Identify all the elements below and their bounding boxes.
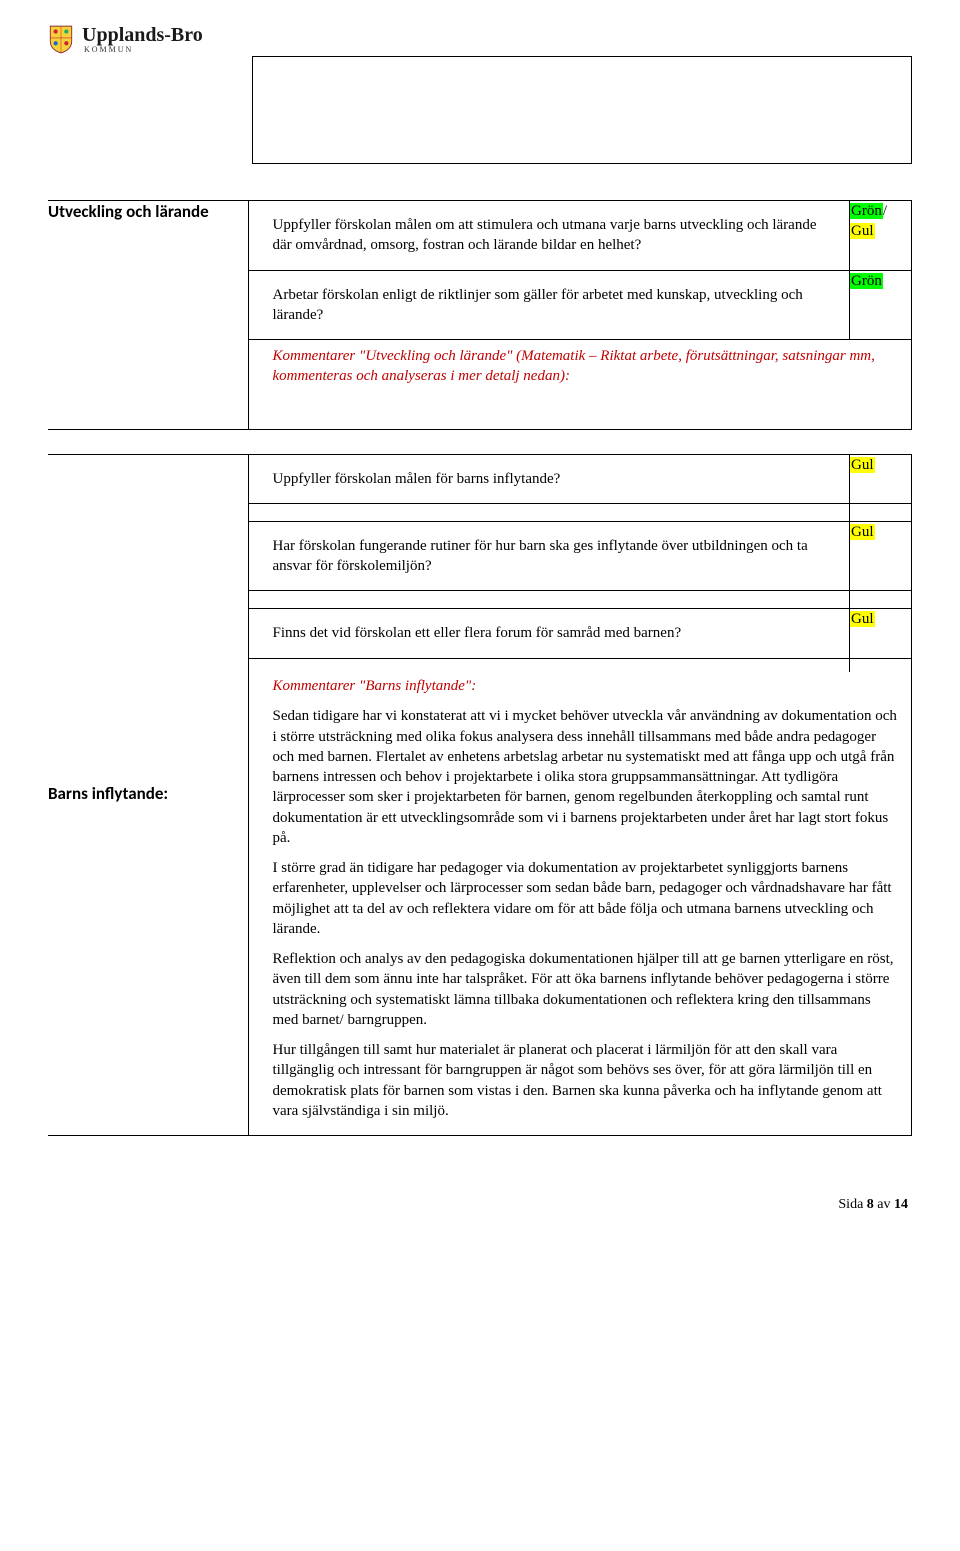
badge-b1: Gul — [850, 454, 912, 503]
shield-icon — [48, 24, 74, 54]
question-b1: Uppfyller förskolan målen för barns infl… — [249, 455, 850, 503]
badge-q2: Grön — [850, 270, 912, 340]
comment-p4: Hur tillgången till samt hur materialet … — [273, 1040, 898, 1121]
section-label-barns: Barns inflytande: — [48, 783, 168, 804]
question-b2: Har förskolan fungerande rutiner för hur… — [249, 522, 850, 591]
badge-b3: Gul — [850, 609, 912, 658]
section-barns-inflytande: Barns inflytande: Uppfyller förskolan må… — [48, 454, 912, 1137]
question-2: Arbetar förskolan enligt de riktlinjer s… — [249, 271, 850, 340]
logo: Upplands-Bro KOMMUN — [48, 24, 912, 54]
comment-title: Kommentarer "Barns inflytande": — [273, 676, 898, 696]
logo-subtitle: KOMMUN — [84, 46, 203, 54]
comment-p1: Sedan tidigare har vi konstaterat att vi… — [273, 706, 898, 848]
logo-title: Upplands-Bro — [82, 25, 203, 45]
section-utveckling: Utveckling och lärande Uppfyller förskol… — [48, 200, 912, 430]
header-empty-box — [252, 56, 912, 164]
section-label-utveckling: Utveckling och lärande — [48, 201, 209, 222]
badge-yellow: Gul — [850, 223, 875, 239]
badge-q1: Grön/ Gul — [850, 201, 912, 271]
comment-p3: Reflektion och analys av den pedagogiska… — [273, 949, 898, 1030]
comment-p2: I större grad än tidigare har pedagoger … — [273, 858, 898, 939]
question-1: Uppfyller förskolan målen om att stimule… — [249, 201, 850, 270]
page-footer: Sida 8 av 14 — [48, 1196, 912, 1215]
badge-green: Grön — [850, 203, 883, 219]
badge-yellow: Gul — [850, 524, 875, 540]
badge-b2: Gul — [850, 521, 912, 591]
badge-yellow: Gul — [850, 457, 875, 473]
badge-green: Grön — [850, 273, 883, 289]
badge-yellow: Gul — [850, 611, 875, 627]
comment-barns: Kommentarer "Barns inflytande": Sedan ti… — [249, 672, 912, 1135]
question-b3: Finns det vid förskolan ett eller flera … — [249, 609, 850, 657]
comment-utveckling: Kommentarer "Utveckling och lärande" (Ma… — [249, 340, 912, 429]
